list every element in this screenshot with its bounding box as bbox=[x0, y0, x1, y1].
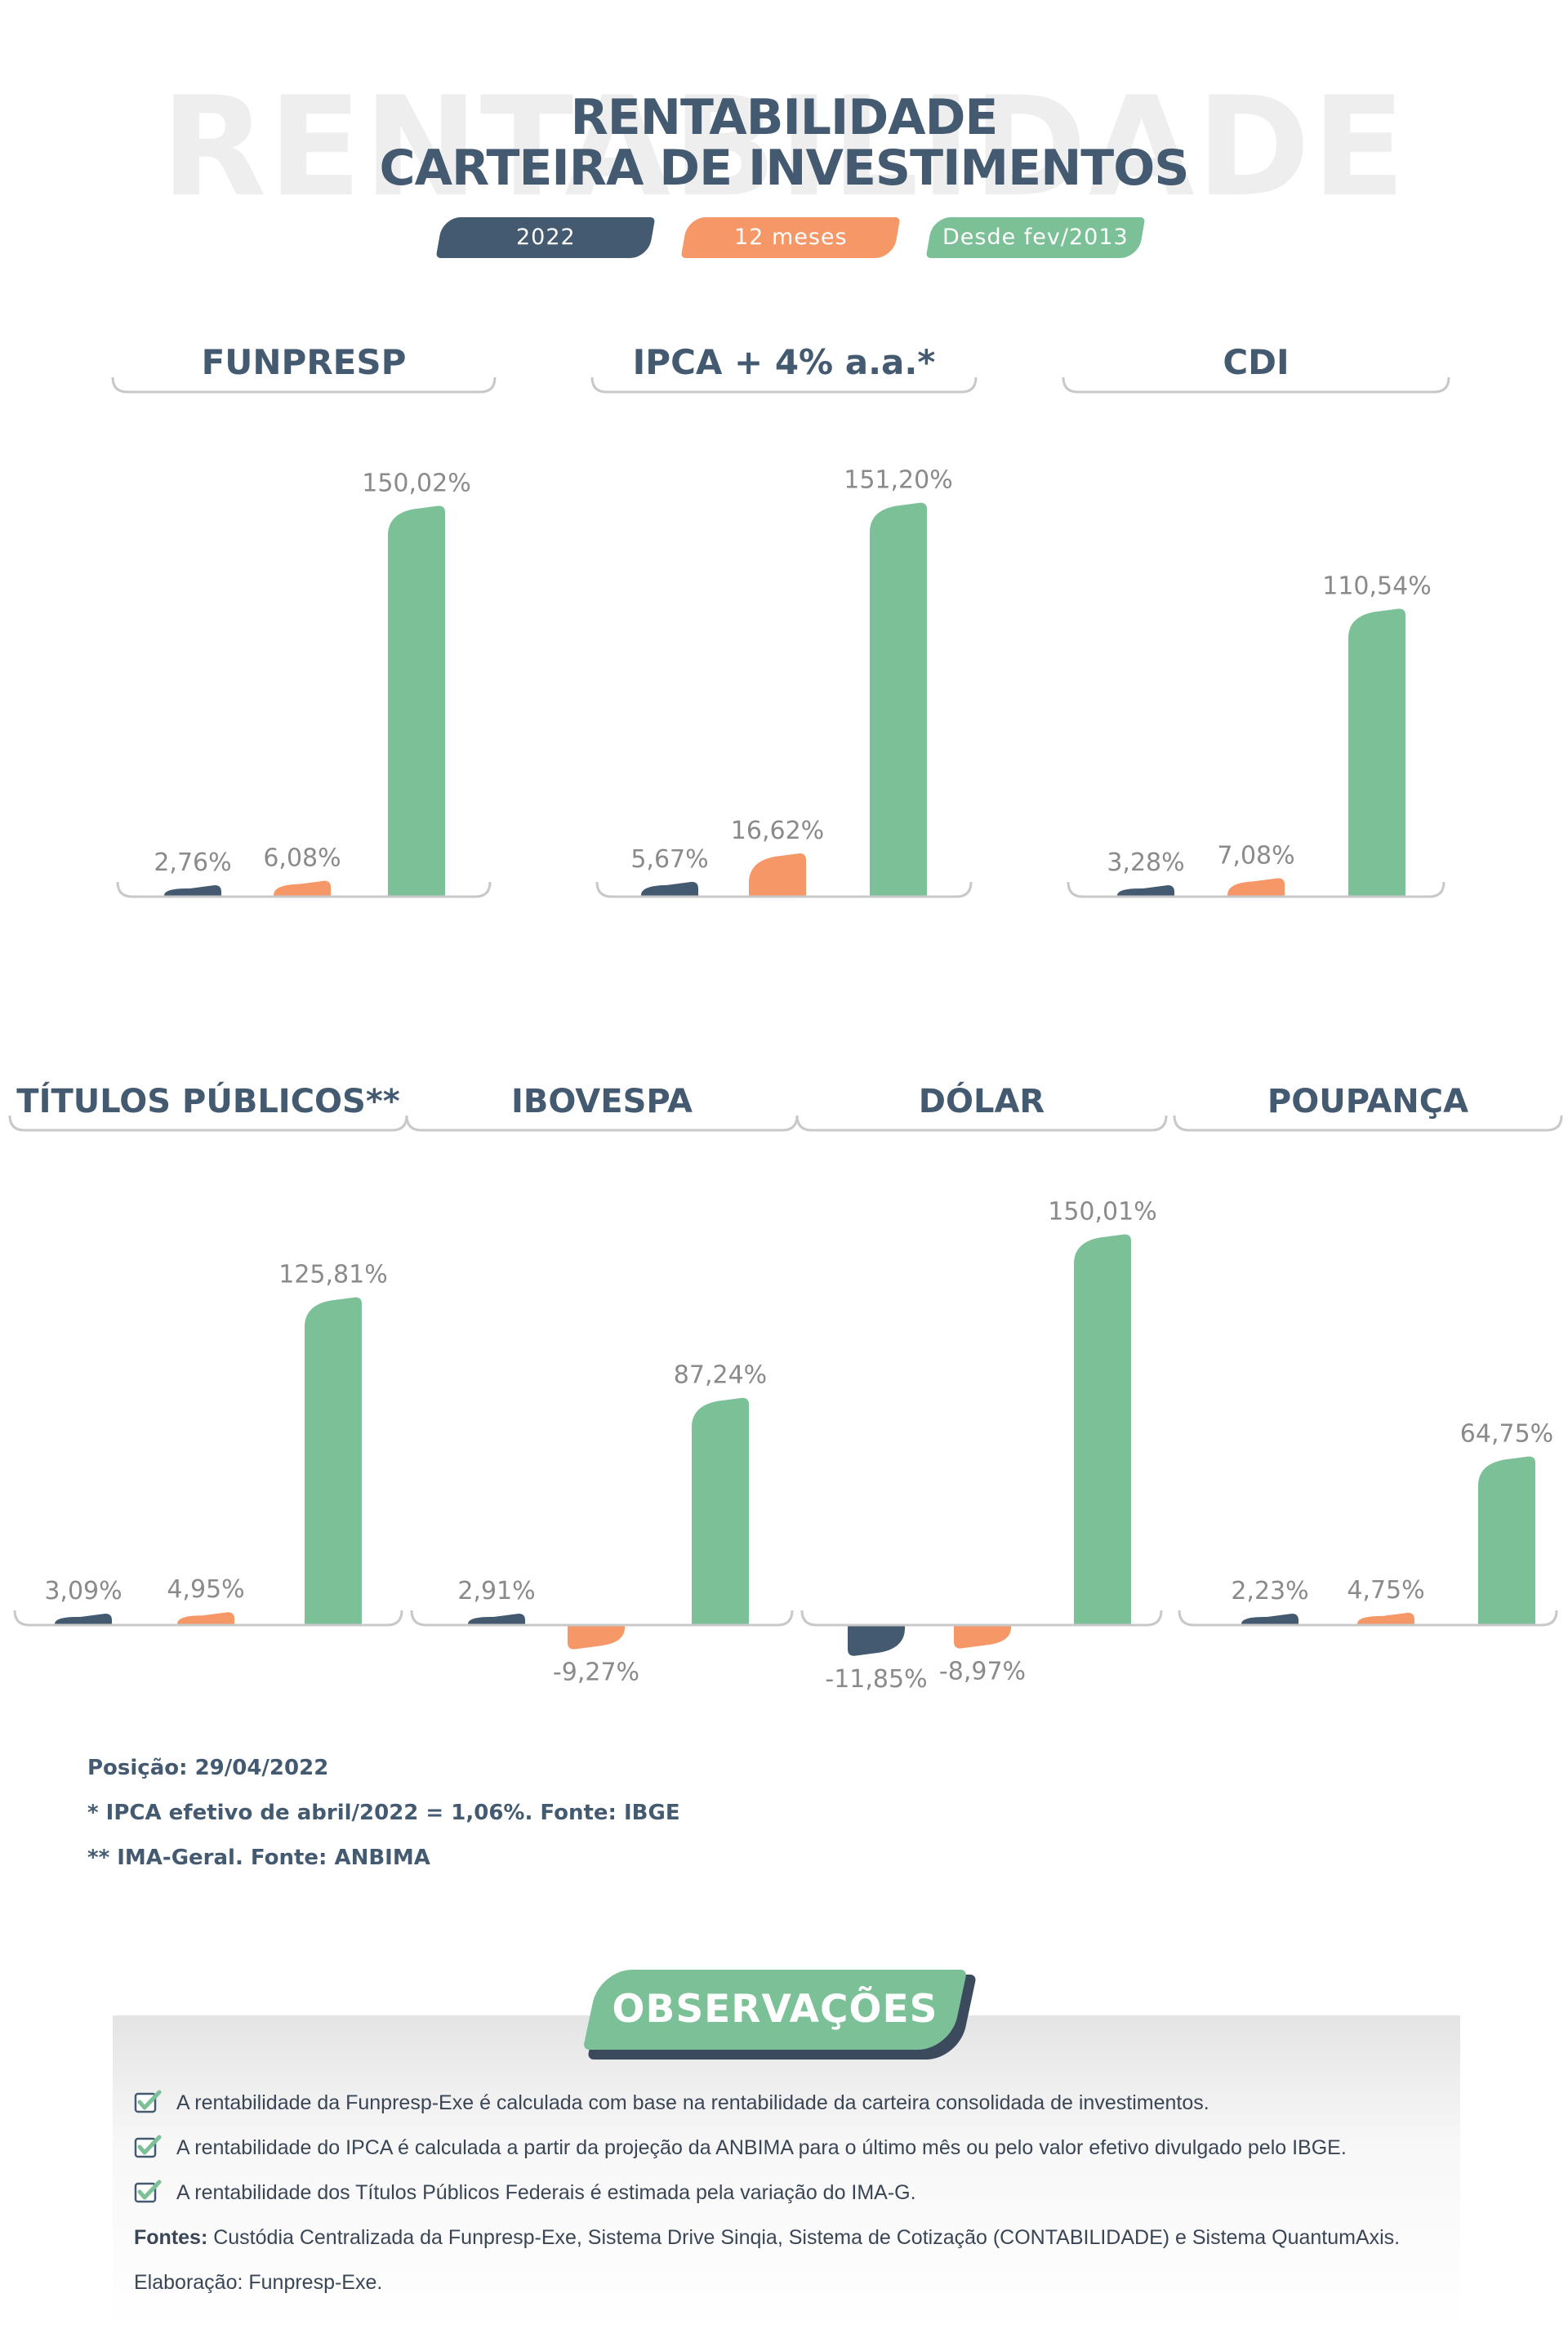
observation-item: A rentabilidade dos Títulos Públicos Fed… bbox=[134, 2176, 1441, 2221]
chart-title: CDI bbox=[1223, 342, 1289, 382]
chart-title-bracket bbox=[405, 1115, 799, 1132]
sources-line: Fontes: Custódia Centralizada da Funpres… bbox=[134, 2221, 1441, 2266]
bar-desde-fev-2013 bbox=[305, 1297, 362, 1625]
bar-2022 bbox=[1241, 1614, 1298, 1625]
data-label: 110,54% bbox=[1322, 572, 1431, 600]
data-label: 7,08% bbox=[1217, 841, 1294, 870]
chart-title: POUPANÇA bbox=[1267, 1083, 1468, 1120]
bar-desde-fev-2013 bbox=[1348, 608, 1405, 897]
note-ipca: * IPCA efetivo de abril/2022 = 1,06%. Fo… bbox=[87, 1801, 680, 1825]
data-label: 150,01% bbox=[1048, 1197, 1156, 1226]
bar-desde-fev-2013 bbox=[870, 502, 927, 897]
title-background-word: RENTABILIDADE bbox=[160, 67, 1408, 227]
data-label: 3,09% bbox=[44, 1577, 122, 1605]
observations-list: A rentabilidade da Funpresp-Exe é calcul… bbox=[134, 2086, 1441, 2311]
checkbox-check-icon bbox=[134, 2180, 162, 2203]
chart-title-bracket bbox=[1062, 376, 1450, 394]
note-position: Posição: 29/04/2022 bbox=[87, 1756, 329, 1780]
bar-2022 bbox=[468, 1614, 525, 1625]
bar-2022 bbox=[848, 1625, 905, 1656]
observation-item: A rentabilidade da Funpresp-Exe é calcul… bbox=[134, 2086, 1441, 2131]
baseline bbox=[800, 1610, 1163, 1627]
chart-title: TÍTULOS PÚBLICOS** bbox=[16, 1081, 399, 1120]
title-block: RENTABILIDADE RENTABILIDADE CARTEIRA DE … bbox=[0, 67, 1568, 227]
bar-12-meses bbox=[568, 1625, 625, 1650]
chart-title-bracket bbox=[111, 376, 497, 394]
elaboration-line: Elaboração: Funpresp-Exe. bbox=[134, 2271, 383, 2294]
data-label: 151,20% bbox=[844, 466, 952, 495]
chart-title: DÓLAR bbox=[919, 1081, 1045, 1120]
observations-title: OBSERVAÇÕES bbox=[612, 1987, 938, 2032]
observations-panel bbox=[113, 2015, 1460, 2329]
baseline bbox=[1178, 1610, 1558, 1627]
baseline bbox=[1067, 881, 1446, 898]
observation-text: A rentabilidade dos Títulos Públicos Fed… bbox=[176, 2181, 916, 2204]
data-label: 16,62% bbox=[731, 817, 824, 845]
bar-12-meses bbox=[1227, 878, 1285, 897]
baseline bbox=[116, 881, 492, 898]
bar-2022 bbox=[641, 881, 698, 897]
note-ima: ** IMA-Geral. Fonte: ANBIMA bbox=[87, 1846, 430, 1870]
chart-title-bracket bbox=[1173, 1115, 1563, 1132]
sources-label: Fontes: bbox=[134, 2226, 208, 2249]
bar-12-meses bbox=[1357, 1612, 1414, 1625]
data-label: 4,75% bbox=[1347, 1576, 1424, 1605]
bar-desde-fev-2013 bbox=[692, 1397, 749, 1625]
data-label: 3,28% bbox=[1107, 848, 1184, 877]
bar-2022 bbox=[1117, 885, 1174, 897]
chart-title-bracket bbox=[590, 376, 978, 394]
observation-text: A rentabilidade da Funpresp-Exe é calcul… bbox=[176, 2091, 1209, 2114]
bar-desde-fev-2013 bbox=[1074, 1234, 1131, 1625]
baseline bbox=[13, 1610, 403, 1627]
chart-title-bracket bbox=[8, 1115, 408, 1132]
bar-12-meses bbox=[274, 880, 331, 897]
bar-desde-fev-2013 bbox=[1478, 1456, 1535, 1625]
sources-text: Custódia Centralizada da Funpresp-Exe, S… bbox=[207, 2226, 1401, 2249]
observation-item: A rentabilidade do IPCA é calculada a pa… bbox=[134, 2131, 1441, 2176]
data-label: -8,97% bbox=[939, 1658, 1026, 1686]
page-title-line1: RENTABILIDADE bbox=[570, 89, 999, 146]
data-label: -11,85% bbox=[825, 1665, 927, 1694]
checkbox-check-icon bbox=[134, 2090, 162, 2113]
data-label: 125,81% bbox=[278, 1261, 387, 1289]
data-label: 2,76% bbox=[154, 848, 231, 877]
chart-title: FUNPRESP bbox=[202, 342, 407, 382]
baseline bbox=[410, 1610, 794, 1627]
data-label: -9,27% bbox=[553, 1659, 639, 1687]
bar-12-meses bbox=[954, 1625, 1011, 1649]
chart-title: IBOVESPA bbox=[511, 1083, 693, 1120]
bar-12-meses bbox=[177, 1612, 234, 1625]
chart-title: IPCA + 4% a.a.* bbox=[633, 342, 936, 382]
baseline bbox=[595, 881, 973, 898]
data-label: 2,91% bbox=[457, 1577, 535, 1605]
data-label: 6,08% bbox=[263, 844, 341, 873]
footnotes: Posição: 29/04/2022 * IPCA efetivo de ab… bbox=[87, 1752, 1067, 1886]
data-label: 87,24% bbox=[674, 1361, 767, 1390]
observation-text: A rentabilidade do IPCA é calculada a pa… bbox=[176, 2136, 1347, 2159]
checkbox-check-icon bbox=[134, 2135, 162, 2158]
bar-desde-fev-2013 bbox=[388, 505, 445, 897]
data-label: 5,67% bbox=[630, 845, 708, 874]
data-label: 64,75% bbox=[1460, 1419, 1553, 1448]
chart-title-bracket bbox=[795, 1115, 1168, 1132]
data-label: 4,95% bbox=[167, 1575, 244, 1604]
bar-2022 bbox=[164, 885, 221, 897]
bar-12-meses bbox=[749, 853, 806, 897]
page-title-line2: CARTEIRA DE INVESTIMENTOS bbox=[379, 140, 1190, 197]
data-label: 2,23% bbox=[1231, 1577, 1308, 1605]
bar-2022 bbox=[55, 1614, 112, 1625]
data-label: 150,02% bbox=[362, 469, 470, 497]
